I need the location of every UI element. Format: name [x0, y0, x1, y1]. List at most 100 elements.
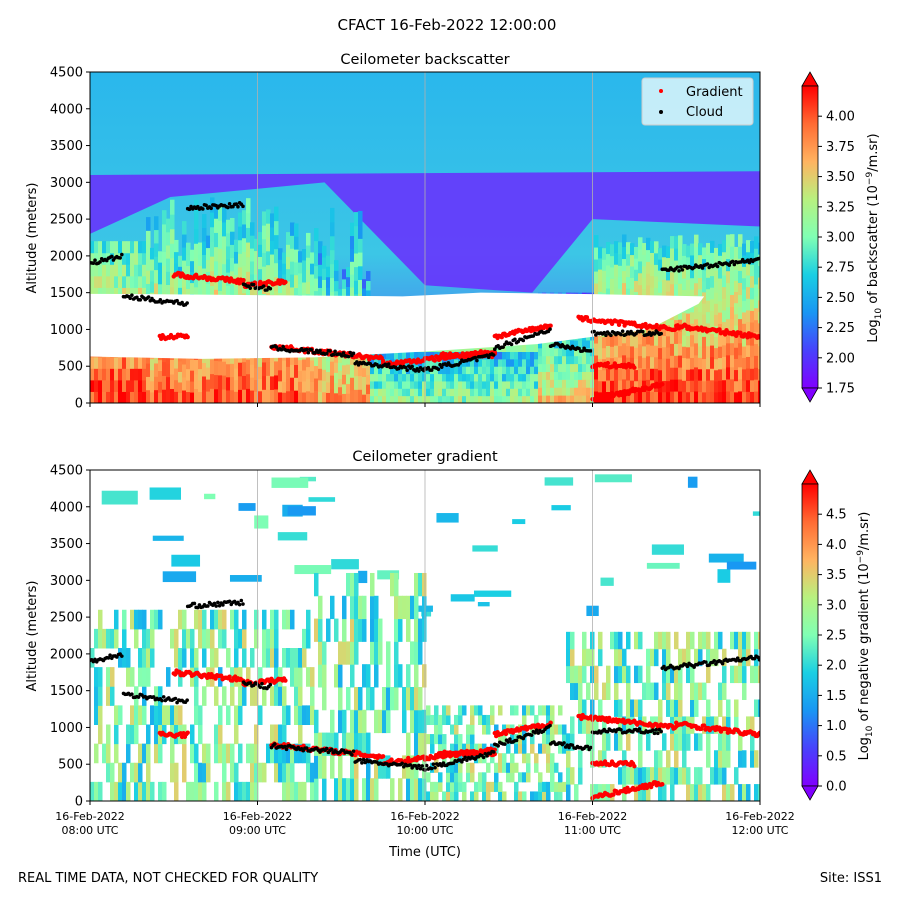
backscatter-cell — [194, 228, 199, 244]
gradient-cell — [526, 772, 531, 783]
gradient-cell — [342, 595, 347, 620]
backscatter-cell — [434, 373, 439, 382]
gradient-cell — [218, 705, 223, 726]
gradient-cell — [146, 724, 151, 745]
backscatter-cell — [650, 345, 655, 358]
backscatter-cell — [642, 345, 647, 358]
backscatter-cell — [498, 373, 503, 382]
backscatter-cell — [114, 356, 119, 369]
backscatter-cell — [106, 356, 111, 369]
backscatter-cell — [706, 277, 711, 290]
backscatter-cell — [290, 351, 295, 365]
gradient-cell — [414, 732, 419, 756]
backscatter-cell — [290, 390, 295, 403]
backscatter-cell — [302, 359, 307, 371]
backscatter-cell — [730, 306, 735, 320]
backscatter-cell — [570, 395, 575, 403]
backscatter-cell — [566, 379, 571, 388]
backscatter-cell — [630, 277, 635, 290]
cloud-point — [251, 282, 256, 287]
backscatter-cell — [546, 339, 551, 349]
gradient-point — [701, 723, 707, 728]
backscatter-cell — [390, 366, 395, 375]
backscatter-cell — [694, 318, 699, 332]
backscatter-cell — [710, 310, 715, 323]
backscatter-cell — [486, 395, 491, 403]
backscatter-cell — [742, 289, 747, 302]
cloud-point — [328, 349, 332, 353]
backscatter-cell — [542, 387, 547, 396]
backscatter-cell — [746, 368, 751, 381]
gradient-cell — [94, 743, 99, 764]
backscatter-cell — [306, 354, 311, 368]
backscatter-cell — [234, 356, 239, 369]
gradient-cell — [454, 724, 459, 735]
cloud-point — [227, 202, 232, 206]
gradient-cell — [458, 781, 463, 792]
backscatter-cell — [246, 227, 251, 243]
gradient-cell — [98, 705, 103, 726]
backscatter-cell — [202, 214, 207, 229]
backscatter-cell — [678, 307, 683, 320]
gradient-cell — [598, 631, 603, 650]
backscatter-cell — [150, 380, 155, 393]
cloud-point — [151, 695, 156, 699]
backscatter-cell — [262, 389, 267, 403]
backscatter-cell — [598, 269, 603, 281]
backscatter-cell — [514, 366, 519, 375]
backscatter-cell — [138, 264, 143, 277]
backscatter-cell — [282, 392, 287, 403]
backscatter-cell — [178, 287, 183, 299]
backscatter-cell — [674, 271, 679, 285]
gradient-cell — [418, 778, 423, 801]
backscatter-cell — [546, 363, 551, 372]
backscatter-cell — [210, 256, 215, 272]
backscatter-cell — [706, 254, 711, 267]
backscatter-cell — [310, 284, 315, 296]
gradient-cell — [142, 781, 147, 801]
cloud-point — [200, 207, 205, 211]
gradient-cell — [686, 648, 691, 667]
gradient-cell — [454, 734, 459, 745]
backscatter-cell — [746, 240, 751, 253]
backscatter-cell — [710, 356, 715, 369]
gradient-cell — [234, 628, 239, 649]
backscatter-cell — [162, 251, 167, 266]
backscatter-cell — [278, 391, 283, 403]
gradient-cell — [394, 664, 399, 688]
gradient-cell — [366, 664, 371, 688]
backscatter-cell — [362, 394, 367, 403]
backscatter-cell — [430, 380, 435, 389]
backscatter-cell — [426, 373, 431, 382]
backscatter-cell — [698, 334, 703, 347]
gradient-cell — [554, 781, 559, 792]
backscatter-cell — [746, 286, 751, 299]
gradient-cell — [626, 682, 631, 700]
backscatter-cell — [334, 382, 339, 394]
gradient-cell — [454, 781, 459, 792]
cloud-point — [130, 293, 134, 297]
backscatter-cell — [326, 381, 331, 393]
backscatter-cell — [558, 379, 563, 388]
gradient-cell — [682, 648, 687, 667]
gradient-cell — [470, 724, 475, 735]
gradient-cell — [510, 705, 515, 716]
gradient-cell — [202, 781, 207, 801]
backscatter-cell — [450, 395, 455, 403]
backscatter-cell — [94, 241, 99, 254]
backscatter-cell — [238, 375, 243, 390]
gradient-cell — [286, 762, 291, 783]
backscatter-cell — [170, 199, 175, 215]
backscatter-cell — [530, 380, 535, 389]
backscatter-cell — [694, 354, 699, 368]
backscatter-cell — [734, 358, 739, 371]
gradient-cell — [566, 767, 571, 785]
backscatter-cell — [290, 222, 295, 236]
gradient-cell — [474, 791, 479, 801]
backscatter-cell — [406, 351, 411, 360]
backscatter-ylabel: Altitude (meters) — [25, 183, 40, 294]
backscatter-cell — [670, 319, 675, 332]
backscatter-cell — [266, 223, 271, 238]
backscatter-cell — [738, 234, 743, 247]
backscatter-cell — [666, 313, 671, 326]
